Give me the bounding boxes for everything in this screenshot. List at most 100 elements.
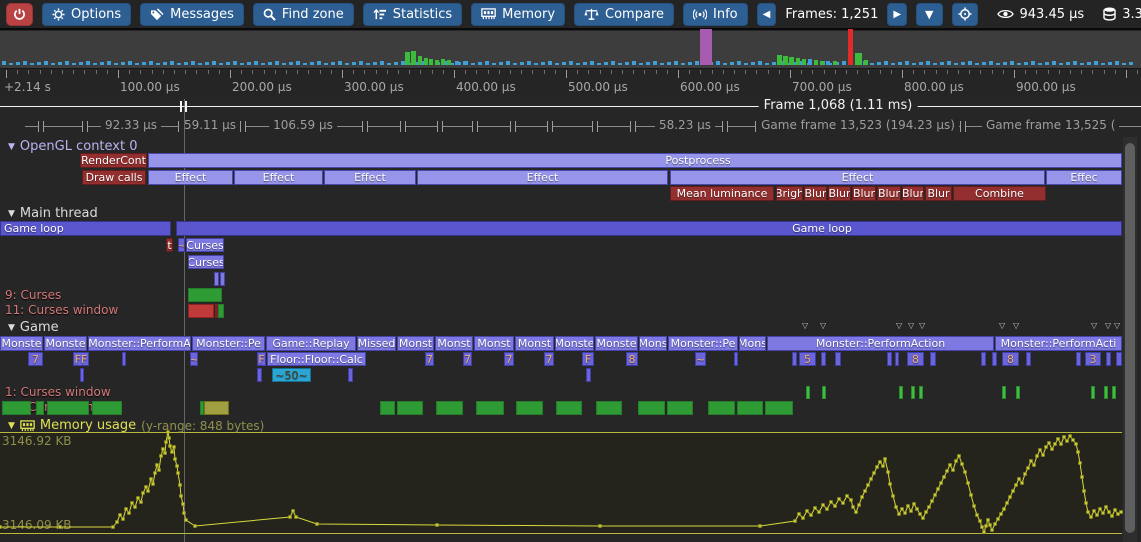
frame-bar[interactable] xyxy=(441,59,445,65)
frame-bar[interactable] xyxy=(700,29,712,65)
zone-bar[interactable] xyxy=(930,352,936,366)
frame-bar[interactable] xyxy=(405,52,410,65)
frame-part-label[interactable]: 92.33 µs xyxy=(100,118,162,132)
lock-bar[interactable] xyxy=(667,401,693,415)
frame-part-label[interactable]: 59.11 µs xyxy=(179,118,241,132)
lock-bar[interactable] xyxy=(380,401,395,415)
frame-bar[interactable] xyxy=(447,60,451,65)
zone-bar[interactable]: 8 xyxy=(907,352,924,366)
section-header-main-thread[interactable]: ▼ Main thread xyxy=(8,206,98,221)
lock-bar[interactable] xyxy=(765,401,793,415)
compare-button[interactable]: Compare xyxy=(574,2,675,26)
options-button[interactable]: Options xyxy=(42,2,132,26)
frame-parts-row[interactable]: 92.33 µs 59.11 µs 106.59 µs 58.23 µs Game fr… xyxy=(0,116,1141,136)
lock-bar[interactable] xyxy=(47,401,89,415)
lock-bar[interactable] xyxy=(1104,386,1108,399)
zone-bar[interactable]: ~ xyxy=(695,352,706,366)
zone-bar[interactable]: Floor::Floor::Calc xyxy=(267,352,366,366)
zone-bar[interactable]: Blur xyxy=(877,186,901,201)
lock-bar[interactable] xyxy=(822,386,826,399)
lock-bar[interactable] xyxy=(911,386,915,399)
find-zone-button[interactable]: Find zone xyxy=(252,2,354,26)
message-marker-icon[interactable]: ▽ xyxy=(896,321,903,330)
zone-bar[interactable]: ~ xyxy=(190,352,198,366)
zone-bar[interactable]: 8 xyxy=(1002,352,1019,366)
zone-bar[interactable]: ~50~ xyxy=(272,368,311,382)
statistics-button[interactable]: Statistics xyxy=(362,2,463,26)
zone-bar[interactable] xyxy=(1106,352,1111,366)
frame-bar[interactable] xyxy=(789,57,794,65)
lock-bar[interactable] xyxy=(1091,386,1095,399)
zone-bar[interactable]: 8 xyxy=(626,352,638,366)
frame-bar[interactable] xyxy=(826,61,830,65)
zone-bar[interactable]: Blur xyxy=(852,186,876,201)
zone-bar[interactable]: F xyxy=(257,352,266,366)
zone-bar[interactable]: Effect xyxy=(670,170,1045,185)
zone-bar[interactable]: Mean luminance xyxy=(670,186,774,201)
lock-bar[interactable] xyxy=(36,401,44,415)
lock-bar[interactable] xyxy=(188,288,222,302)
zone-bar[interactable] xyxy=(80,368,84,382)
message-marker-icon[interactable]: ▽ xyxy=(908,321,915,330)
lock-bar[interactable] xyxy=(1016,386,1020,399)
frame-bar[interactable] xyxy=(777,55,782,65)
zone-bar[interactable]: Monst xyxy=(397,336,434,351)
messages-button[interactable]: Messages xyxy=(140,2,244,26)
zone-bar[interactable]: Monster::PerformActi xyxy=(995,336,1122,351)
zone-bar[interactable]: Effect xyxy=(324,170,416,185)
lock-bar[interactable] xyxy=(899,386,903,399)
zone-bar[interactable]: Curses xyxy=(186,238,224,252)
frame-title[interactable]: Frame 1,068 (1.11 ms) xyxy=(758,98,918,113)
zone-bar[interactable]: Monster::Pe xyxy=(668,336,738,351)
zone-bar[interactable]: Monst xyxy=(435,336,473,351)
message-marker-icon[interactable]: ▽ xyxy=(820,321,827,330)
lock-bar[interactable] xyxy=(708,401,735,415)
zone-bar[interactable]: Game loop xyxy=(176,221,1122,236)
message-marker-icon[interactable]: ▽ xyxy=(1105,321,1112,330)
zone-bar[interactable]: Monst xyxy=(474,336,514,351)
lock-bar[interactable] xyxy=(2,401,31,415)
zone-bar[interactable] xyxy=(214,272,219,286)
zone-bar[interactable]: Monster::Pe xyxy=(192,336,265,351)
zone-bar[interactable]: 3 xyxy=(1085,352,1101,366)
zone-bar[interactable]: Blur xyxy=(925,186,952,201)
zone-bar[interactable]: Blur xyxy=(902,186,924,201)
lock-bar[interactable] xyxy=(92,401,122,415)
frame-bar[interactable] xyxy=(418,56,422,65)
message-marker-icon[interactable]: ▽ xyxy=(802,321,809,330)
lock-bar[interactable] xyxy=(737,401,763,415)
next-frame-button[interactable]: ▶ xyxy=(887,2,908,26)
zone-bar[interactable]: Blur xyxy=(804,186,827,201)
section-header-game[interactable]: ▼ Game xyxy=(8,320,59,335)
zone-bar[interactable]: FF xyxy=(73,352,89,366)
frame-overview[interactable] xyxy=(0,29,1141,69)
frame-bar[interactable] xyxy=(864,60,868,65)
frame-bar[interactable] xyxy=(855,53,862,65)
zone-bar[interactable]: Effect xyxy=(417,170,668,185)
zone-bar[interactable]: 7 xyxy=(425,352,434,366)
zone-bar[interactable] xyxy=(887,352,892,366)
zone-bar[interactable] xyxy=(1076,352,1081,366)
zone-bar[interactable] xyxy=(257,368,262,382)
zone-bar[interactable]: Monste xyxy=(44,336,87,351)
frame-bar[interactable] xyxy=(435,60,439,65)
lock-bar[interactable] xyxy=(476,401,504,415)
frame-part-label[interactable]: 58.23 µs xyxy=(654,118,716,132)
zone-bar[interactable]: Monst xyxy=(515,336,554,351)
zone-bar[interactable]: Missed xyxy=(357,336,396,351)
memory-button[interactable]: Memory xyxy=(471,2,566,26)
lock-bar[interactable] xyxy=(218,304,224,318)
message-marker-icon[interactable]: ▽ xyxy=(1114,321,1121,330)
lock-bar[interactable] xyxy=(806,386,810,399)
zone-bar[interactable]: Postprocess xyxy=(148,153,1122,168)
zone-bar[interactable] xyxy=(792,352,797,366)
frame-bar[interactable] xyxy=(802,59,806,65)
collapse-button[interactable]: ▼ xyxy=(916,2,943,26)
frame-part-label[interactable]: 106.59 µs xyxy=(269,118,337,132)
frame-bar[interactable] xyxy=(796,58,800,65)
frame-bar[interactable] xyxy=(424,58,428,65)
time-ruler[interactable]: +2.14 s 100.00 µs 200.00 µs 300.00 µs 400.00… xyxy=(0,69,1141,97)
zone-bar[interactable]: 7 xyxy=(463,352,472,366)
lock-bar[interactable] xyxy=(556,401,582,415)
lock-bar[interactable] xyxy=(596,401,622,415)
